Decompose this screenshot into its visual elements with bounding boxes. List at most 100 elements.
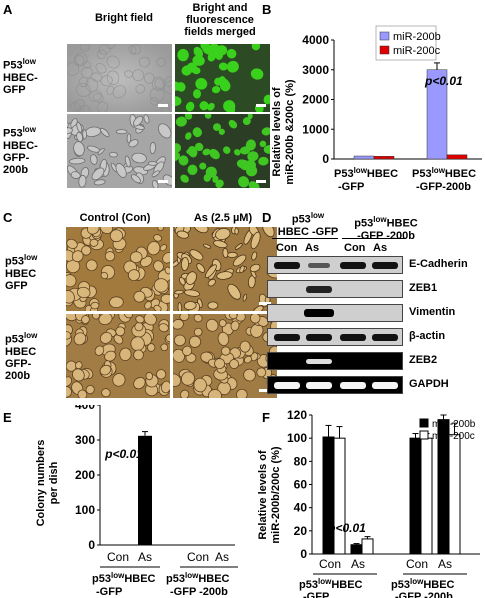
panel-e-letter: E (3, 410, 12, 425)
cell-shape (90, 154, 98, 165)
cell-shape (218, 128, 225, 135)
cell-shape (223, 100, 236, 112)
cell-shape (243, 355, 253, 364)
gene-label-vimentin: Vimentin (409, 306, 456, 318)
micrograph-control-200b (66, 314, 170, 398)
chart-b-bar (446, 154, 468, 160)
blot-beta-actin (267, 328, 403, 346)
cell-shape (76, 286, 91, 299)
cell-shape (215, 227, 231, 241)
cell-shape (175, 116, 187, 127)
cell-shape (249, 263, 261, 273)
cell-shape (222, 247, 229, 259)
cell-shape (221, 346, 231, 356)
cell-shape (86, 227, 100, 235)
chart-f-y-tick-label: 20 (294, 524, 308, 538)
cell-shape (100, 75, 113, 87)
chart-f-bar (350, 544, 363, 555)
cell-shape (232, 254, 247, 267)
cell-shape (248, 181, 260, 188)
cell-shape (66, 290, 75, 304)
cell-shape (149, 141, 156, 155)
gene-label-gapdh: GAPDH (409, 378, 449, 390)
cell-shape (156, 57, 166, 67)
chart-e-ylabel-1: Colony numbers (35, 440, 47, 527)
cell-shape (75, 82, 91, 98)
cell-shape (76, 131, 84, 143)
cell-shape (239, 265, 245, 274)
cell-shape (176, 230, 190, 239)
panel-d-lane-1: Con (276, 242, 298, 254)
cell-shape (66, 274, 77, 288)
cell-shape (229, 314, 238, 320)
cell-shape (173, 373, 182, 387)
micrograph-control-gfp (66, 227, 170, 311)
cell-shape (162, 252, 170, 264)
cell-shape (143, 72, 155, 84)
chart-f-bar (448, 434, 461, 555)
gene-label-zeb1: ZEB1 (409, 282, 438, 294)
cell-shape (78, 174, 87, 188)
cell-shape (214, 358, 226, 370)
cell-shape (261, 127, 270, 136)
cell-shape (100, 271, 109, 280)
cell-shape (128, 139, 139, 148)
cell-shape (155, 369, 167, 380)
cell-shape (85, 385, 95, 395)
cell-shape (230, 320, 240, 332)
cell-shape (154, 78, 165, 90)
cell-shape (119, 347, 132, 361)
cell-shape (77, 389, 88, 398)
cell-shape (207, 278, 216, 287)
cell-shape (175, 143, 182, 153)
cell-shape (85, 259, 98, 272)
chart-e-group-label: -GFP -200b (170, 586, 228, 598)
cell-shape (147, 343, 156, 352)
panel-c-row-label-2: p53low HBEC GFP- 200b (5, 331, 38, 382)
cell-shape (129, 251, 143, 264)
chart-b-legend-swatch (379, 45, 390, 55)
cell-shape (123, 314, 133, 319)
cell-shape (238, 176, 250, 188)
cell-shape (132, 69, 145, 82)
chart-f-y-tick-label: 120 (287, 408, 307, 422)
cell-shape (158, 323, 169, 333)
blot-vimentin (267, 304, 403, 322)
cell-shape (207, 102, 215, 111)
chart-f-y-tick-label: 80 (294, 454, 308, 468)
cell-shape (149, 87, 165, 103)
cell-shape (153, 304, 162, 311)
cell-shape (106, 70, 120, 85)
cell-shape (104, 350, 117, 362)
cell-shape (133, 349, 144, 361)
cell-shape (133, 290, 146, 303)
cell-shape (179, 314, 190, 321)
cell-shape (138, 56, 150, 68)
cell-shape (234, 314, 246, 322)
cell-shape (89, 90, 102, 102)
cell-shape (160, 293, 170, 304)
cell-shape (124, 155, 131, 168)
cell-shape (104, 251, 116, 262)
cell-shape (193, 46, 204, 58)
cell-shape (81, 66, 93, 79)
cell-shape (98, 314, 113, 326)
panel-a-col-header-1: Bright field (94, 12, 154, 24)
chart-f-legend-swatch (419, 418, 429, 428)
cell-shape (131, 174, 141, 184)
cell-shape (98, 44, 111, 55)
cell-shape (91, 167, 105, 181)
cell-shape (66, 385, 72, 398)
chart-e-lane-label: As (138, 550, 152, 564)
cell-shape (218, 76, 226, 85)
blot-gapdh (267, 376, 403, 394)
cell-shape (191, 66, 201, 75)
chart-f-group-label: p53lowHBEC (299, 577, 363, 591)
cell-shape (263, 94, 270, 105)
cell-shape (226, 251, 238, 258)
chart-f-y-tick-label: 100 (287, 431, 307, 445)
chart-b-y-tick-label: 4000 (302, 33, 329, 47)
cell-shape (247, 114, 253, 120)
cell-shape (99, 332, 113, 344)
cell-shape (178, 155, 189, 166)
